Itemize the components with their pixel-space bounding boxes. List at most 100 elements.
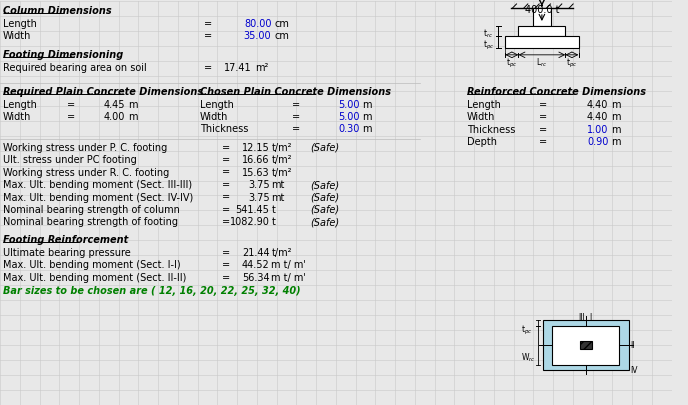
Bar bbox=[552, 326, 619, 364]
Text: Width: Width bbox=[200, 112, 228, 122]
Text: =: = bbox=[222, 180, 230, 190]
Text: t$_{pc}$: t$_{pc}$ bbox=[483, 39, 494, 52]
Text: =: = bbox=[222, 248, 230, 258]
Text: =: = bbox=[204, 31, 212, 41]
Text: Footing Reinforcement: Footing Reinforcement bbox=[3, 235, 128, 245]
Text: m: m bbox=[128, 100, 138, 110]
Text: Working stress under R. C. footing: Working stress under R. C. footing bbox=[3, 168, 169, 177]
Text: =: = bbox=[67, 100, 76, 110]
Text: Max. Ult. bending moment (Sect. III-III): Max. Ult. bending moment (Sect. III-III) bbox=[3, 180, 192, 190]
Text: 15.63: 15.63 bbox=[242, 168, 270, 177]
Text: m²: m² bbox=[255, 63, 268, 73]
Text: m: m bbox=[611, 137, 621, 147]
Text: t/m²: t/m² bbox=[272, 143, 292, 153]
Text: 80.00: 80.00 bbox=[244, 19, 272, 29]
Text: m: m bbox=[611, 112, 621, 122]
Text: Thickness: Thickness bbox=[466, 125, 515, 135]
Text: Ultimate bearing pressure: Ultimate bearing pressure bbox=[3, 248, 131, 258]
Text: (Safe): (Safe) bbox=[310, 143, 340, 153]
Text: Width: Width bbox=[3, 112, 32, 122]
Text: IV: IV bbox=[631, 366, 638, 375]
Text: Max. Ult. bending moment (Sect. II-II): Max. Ult. bending moment (Sect. II-II) bbox=[3, 273, 186, 283]
Text: t/m²: t/m² bbox=[272, 248, 292, 258]
Text: Max. Ult. bending moment (Sect. I-I): Max. Ult. bending moment (Sect. I-I) bbox=[3, 260, 180, 271]
Text: m: m bbox=[363, 100, 372, 110]
Text: =: = bbox=[222, 143, 230, 153]
Text: Nominal bearing strength of column: Nominal bearing strength of column bbox=[3, 205, 180, 215]
Text: mt: mt bbox=[272, 192, 285, 202]
Text: Ult. stress under PC footing: Ult. stress under PC footing bbox=[3, 155, 137, 165]
Text: Length: Length bbox=[3, 19, 36, 29]
Text: (Safe): (Safe) bbox=[310, 205, 340, 215]
Text: =: = bbox=[539, 137, 547, 147]
Text: t$_{pc}$: t$_{pc}$ bbox=[522, 324, 533, 337]
Text: Column Dimensions: Column Dimensions bbox=[3, 6, 111, 16]
Text: =: = bbox=[292, 100, 300, 110]
Text: =: = bbox=[292, 112, 300, 122]
Text: Thickness: Thickness bbox=[200, 124, 248, 134]
Text: (Safe): (Safe) bbox=[310, 217, 340, 228]
Text: 541.45: 541.45 bbox=[235, 205, 270, 215]
Text: (Safe): (Safe) bbox=[310, 180, 340, 190]
Text: 1.00: 1.00 bbox=[587, 125, 608, 135]
Text: 3.75: 3.75 bbox=[248, 180, 270, 190]
Text: =: = bbox=[204, 19, 212, 29]
Text: Width: Width bbox=[3, 31, 32, 41]
Text: =: = bbox=[222, 192, 230, 202]
Text: =: = bbox=[539, 112, 547, 122]
Text: t$_{pc}$: t$_{pc}$ bbox=[506, 57, 517, 70]
Text: =: = bbox=[67, 112, 76, 122]
Text: t/m²: t/m² bbox=[272, 168, 292, 177]
Bar bbox=[519, 26, 566, 36]
Text: m: m bbox=[363, 124, 372, 134]
Text: t: t bbox=[272, 217, 275, 228]
Text: Required Plain Concrete Dimensions: Required Plain Concrete Dimensions bbox=[3, 87, 203, 97]
Text: Footing Dimensioning: Footing Dimensioning bbox=[3, 50, 123, 60]
Text: t$_{rc}$: t$_{rc}$ bbox=[483, 28, 493, 40]
Text: =: = bbox=[204, 63, 212, 73]
Text: Working stress under P. C. footing: Working stress under P. C. footing bbox=[3, 143, 167, 153]
Text: 16.66: 16.66 bbox=[242, 155, 270, 165]
Text: =: = bbox=[292, 124, 300, 134]
Text: cm: cm bbox=[275, 31, 289, 41]
Text: 1082.90: 1082.90 bbox=[230, 217, 270, 228]
Bar bbox=[580, 341, 592, 349]
Text: 44.52: 44.52 bbox=[241, 260, 270, 271]
Text: L$_{rc}$: L$_{rc}$ bbox=[536, 57, 548, 69]
Text: 12.15: 12.15 bbox=[241, 143, 270, 153]
Bar bbox=[533, 8, 550, 26]
Text: =: = bbox=[222, 205, 230, 215]
Text: Max. Ult. bending moment (Sect. IV-IV): Max. Ult. bending moment (Sect. IV-IV) bbox=[3, 192, 193, 202]
Text: mt: mt bbox=[272, 180, 285, 190]
Text: Width: Width bbox=[466, 112, 495, 122]
Text: m t/ m': m t/ m' bbox=[272, 273, 306, 283]
Text: =: = bbox=[222, 217, 230, 228]
Text: Bar sizes to be chosen are ( 12, 16, 20, 22, 25, 32, 40): Bar sizes to be chosen are ( 12, 16, 20,… bbox=[3, 286, 301, 296]
Text: 4.45: 4.45 bbox=[103, 100, 125, 110]
Text: =: = bbox=[539, 100, 547, 110]
Text: 35.00: 35.00 bbox=[244, 31, 272, 41]
Text: 56.34: 56.34 bbox=[242, 273, 270, 283]
Text: m: m bbox=[611, 125, 621, 135]
Text: (Safe): (Safe) bbox=[310, 192, 340, 202]
Text: III: III bbox=[578, 313, 585, 322]
Text: Length: Length bbox=[466, 100, 501, 110]
Text: I: I bbox=[589, 313, 591, 322]
Text: m: m bbox=[611, 100, 621, 110]
Text: =: = bbox=[222, 273, 230, 283]
Text: 21.44: 21.44 bbox=[242, 248, 270, 258]
Text: Reinforced Concrete Dimensions: Reinforced Concrete Dimensions bbox=[466, 87, 646, 97]
Text: =: = bbox=[222, 168, 230, 177]
Text: 400.0 t: 400.0 t bbox=[525, 5, 559, 15]
Text: 4.00: 4.00 bbox=[104, 112, 125, 122]
Text: =: = bbox=[222, 155, 230, 165]
Text: m t/ m': m t/ m' bbox=[272, 260, 306, 271]
Text: Length: Length bbox=[3, 100, 36, 110]
Text: II: II bbox=[631, 341, 635, 350]
Text: 3.75: 3.75 bbox=[248, 192, 270, 202]
Text: 5.00: 5.00 bbox=[338, 100, 359, 110]
Bar bbox=[580, 341, 592, 349]
Text: Length: Length bbox=[200, 100, 234, 110]
Bar bbox=[543, 320, 629, 370]
Text: W$_{rc}$: W$_{rc}$ bbox=[522, 351, 536, 364]
